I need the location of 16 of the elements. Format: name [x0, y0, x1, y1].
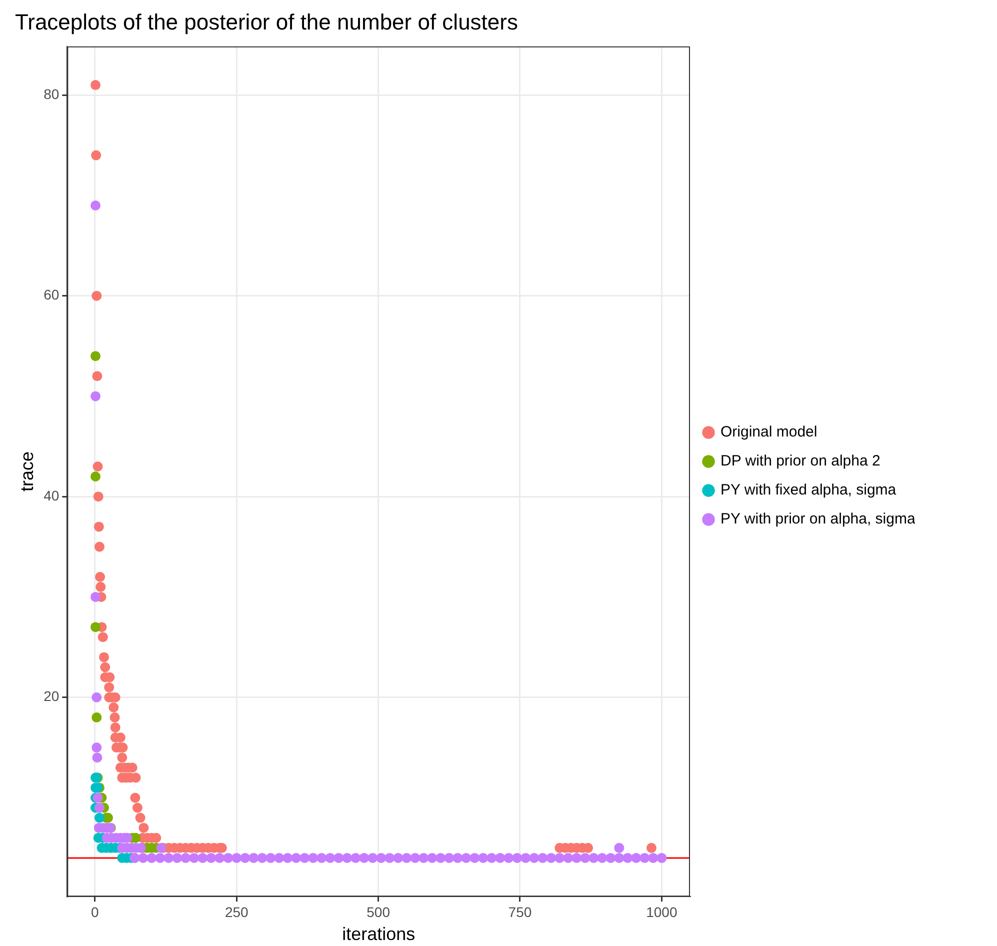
- y-axis-title: trace: [16, 451, 37, 492]
- legend-label: PY with fixed alpha, sigma: [720, 482, 897, 499]
- x-tick-label: 250: [224, 904, 249, 920]
- y-tick-label: 60: [44, 286, 60, 303]
- chart-title: Traceplots of the posterior of the number of clusters: [15, 9, 518, 34]
- legend-label: PY with prior on alpha, sigma: [720, 510, 916, 528]
- x-tick-label: 750: [508, 904, 532, 920]
- y-tick-label: 40: [44, 487, 60, 504]
- legend-label: Original model: [720, 424, 818, 441]
- y-tick-label: 20: [44, 688, 60, 704]
- x-tick-label: 0: [91, 904, 100, 920]
- legend-label: DP with prior on alpha 2: [720, 452, 880, 470]
- y-tick-label: 80: [44, 86, 60, 102]
- x-tick-label: 1000: [646, 904, 678, 920]
- x-tick-label: 500: [366, 904, 390, 920]
- x-axis-title: iterations: [342, 924, 416, 944]
